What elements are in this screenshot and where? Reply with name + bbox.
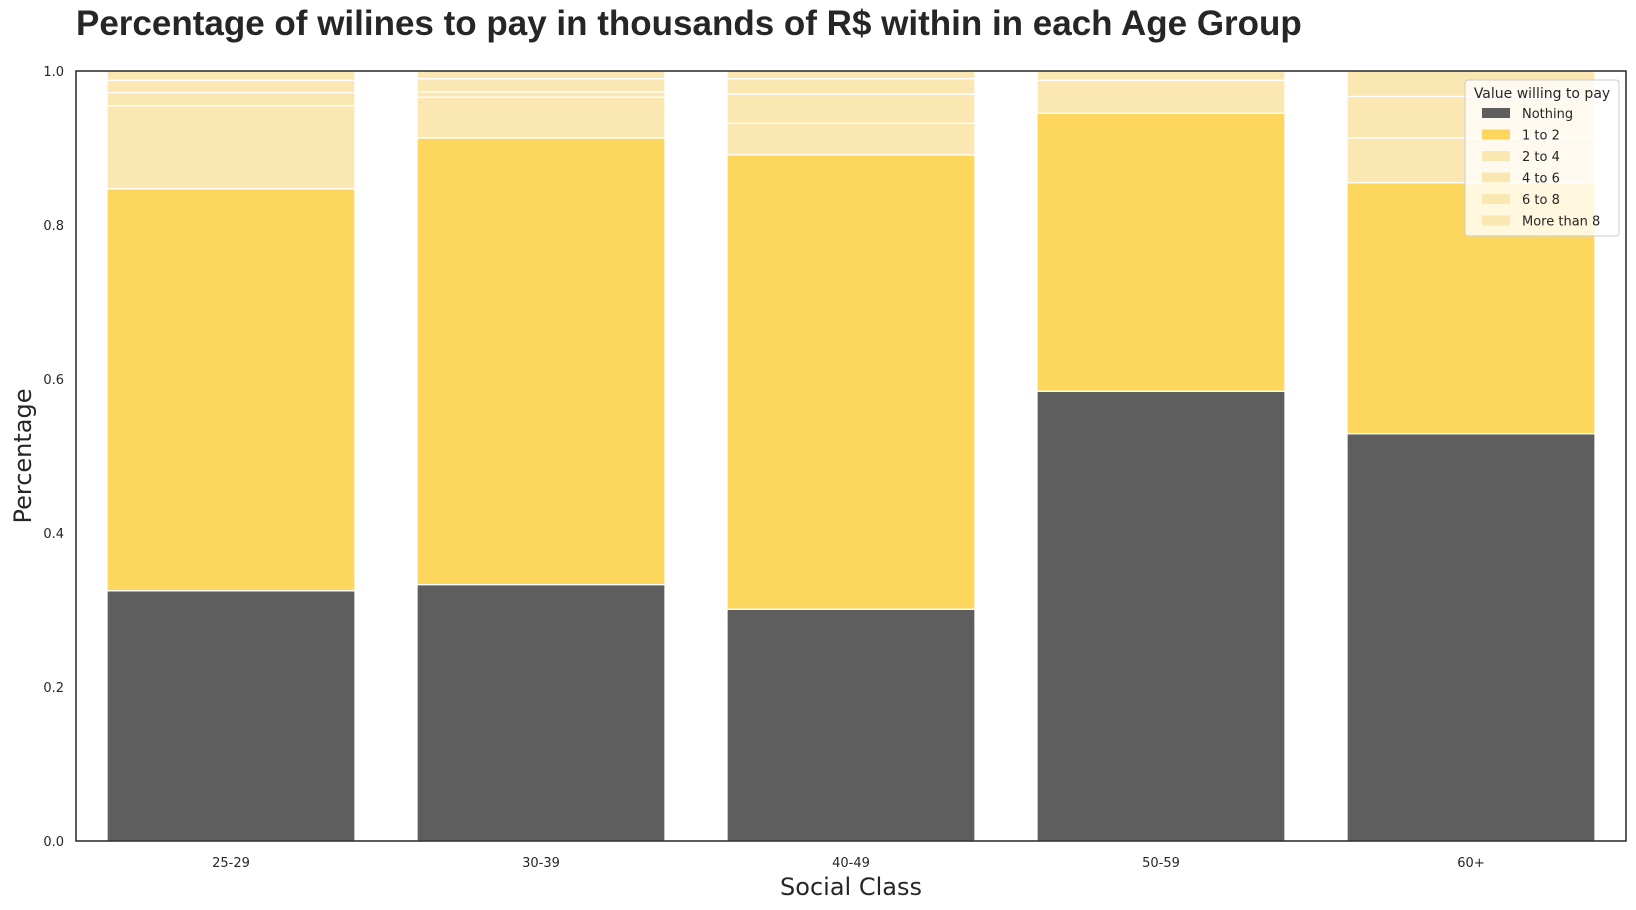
bar-segment [1036, 390, 1286, 842]
bar-segment [416, 70, 666, 80]
legend-label: More than 8 [1522, 215, 1600, 230]
x-tick-label: 30-39 [522, 856, 560, 871]
bar-segment [416, 137, 666, 586]
bars-layer [106, 70, 1596, 842]
legend-label: 4 to 6 [1522, 172, 1560, 187]
bar-segment [1036, 112, 1286, 392]
x-ticks: 25-29 30-39 40-49 50-59 60+ [212, 856, 1485, 871]
x-tick-label: 40-49 [832, 856, 870, 871]
bar-segment [106, 91, 356, 107]
legend-label: 6 to 8 [1522, 193, 1560, 208]
bar-segment [416, 96, 666, 139]
y-tick-label: 0.6 [43, 373, 64, 388]
bar-segment [1036, 70, 1286, 81]
x-tick-label: 50-59 [1142, 856, 1180, 871]
bar-segment [106, 105, 356, 190]
legend: Value willing to pay Nothing 1 to 2 2 to 4… [1464, 79, 1620, 237]
bar-segment [106, 590, 356, 842]
legend-swatch [1482, 172, 1510, 183]
legend-label: Nothing [1522, 107, 1573, 122]
bar-segment [106, 188, 356, 592]
bar-segment [726, 93, 976, 125]
y-tick-label: 0.0 [43, 835, 64, 850]
x-tick-label: 25-29 [212, 856, 250, 871]
y-axis-label: Percentage [9, 388, 37, 523]
legend-swatch [1482, 194, 1510, 204]
bar-segment [726, 70, 976, 80]
bar-segment [726, 154, 976, 610]
legend-label: 1 to 2 [1522, 129, 1560, 144]
bar-segment [416, 78, 666, 93]
x-tick-label: 60+ [1457, 856, 1484, 871]
y-ticks: 0.0 0.2 0.4 0.6 0.8 1.0 [43, 65, 64, 850]
bar-segment [726, 122, 976, 156]
bar-segment [726, 608, 976, 842]
legend-swatch [1482, 129, 1510, 140]
bar-segment [106, 79, 356, 94]
x-axis-label: Social Class [780, 873, 922, 901]
y-tick-label: 0.8 [43, 219, 64, 234]
bar-segment [106, 70, 356, 81]
chart-title: Percentage of wilines to pay in thousand… [76, 4, 1302, 43]
bar-segment [726, 78, 976, 95]
legend-title: Value willing to pay [1474, 86, 1610, 102]
plot-frame [75, 70, 1627, 842]
bar-segment [416, 583, 666, 842]
legend-swatch [1482, 108, 1510, 118]
legend-items: Nothing 1 to 2 2 to 4 4 to 6 6 to 8 More than… [1482, 107, 1600, 230]
y-tick-label: 1.0 [43, 65, 64, 80]
legend-swatch [1482, 215, 1510, 226]
bar-segment [416, 91, 666, 98]
legend-label: 2 to 4 [1522, 150, 1560, 165]
bar-segment [1346, 433, 1596, 842]
legend-swatch [1482, 151, 1510, 161]
y-tick-label: 0.4 [43, 527, 64, 542]
y-tick-label: 0.2 [43, 681, 64, 696]
bar-segment [1036, 79, 1286, 114]
